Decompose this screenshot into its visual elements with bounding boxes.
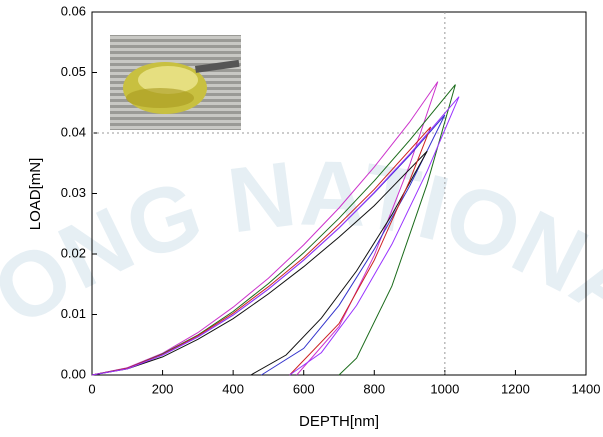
x-tick-label: 400: [222, 381, 244, 396]
y-tick-label: 0.00: [61, 366, 86, 381]
load-curve: [91, 84, 456, 376]
inset-photo: [110, 35, 241, 130]
y-tick-label: 0.02: [61, 245, 86, 260]
y-tick-label: 0.06: [61, 3, 86, 18]
watermark-text: ONG NATIONAL UNIV: [0, 0, 603, 347]
y-axis-label: LOAD[mN]: [27, 158, 44, 231]
x-tick-label: 0: [88, 381, 95, 396]
load-curve: [91, 81, 439, 376]
x-tick-label: 1400: [572, 381, 601, 396]
y-tick-label: 0.01: [61, 306, 86, 321]
x-tick-label: 1200: [501, 381, 530, 396]
x-tick-label: 600: [293, 381, 315, 396]
watermark: ONG NATIONAL UNIV: [0, 0, 603, 347]
y-tick-label: 0.05: [61, 64, 86, 79]
load-curve: [91, 96, 460, 376]
y-tick-label: 0.04: [61, 124, 86, 139]
x-axis-label: DEPTH[nm]: [299, 413, 379, 430]
load-curve: [91, 126, 432, 376]
x-tick-label: 800: [363, 381, 385, 396]
load-curve: [91, 150, 428, 376]
y-tick-label: 0.03: [61, 185, 86, 200]
x-tick-label: 200: [152, 381, 174, 396]
x-tick-label: 1000: [430, 381, 459, 396]
